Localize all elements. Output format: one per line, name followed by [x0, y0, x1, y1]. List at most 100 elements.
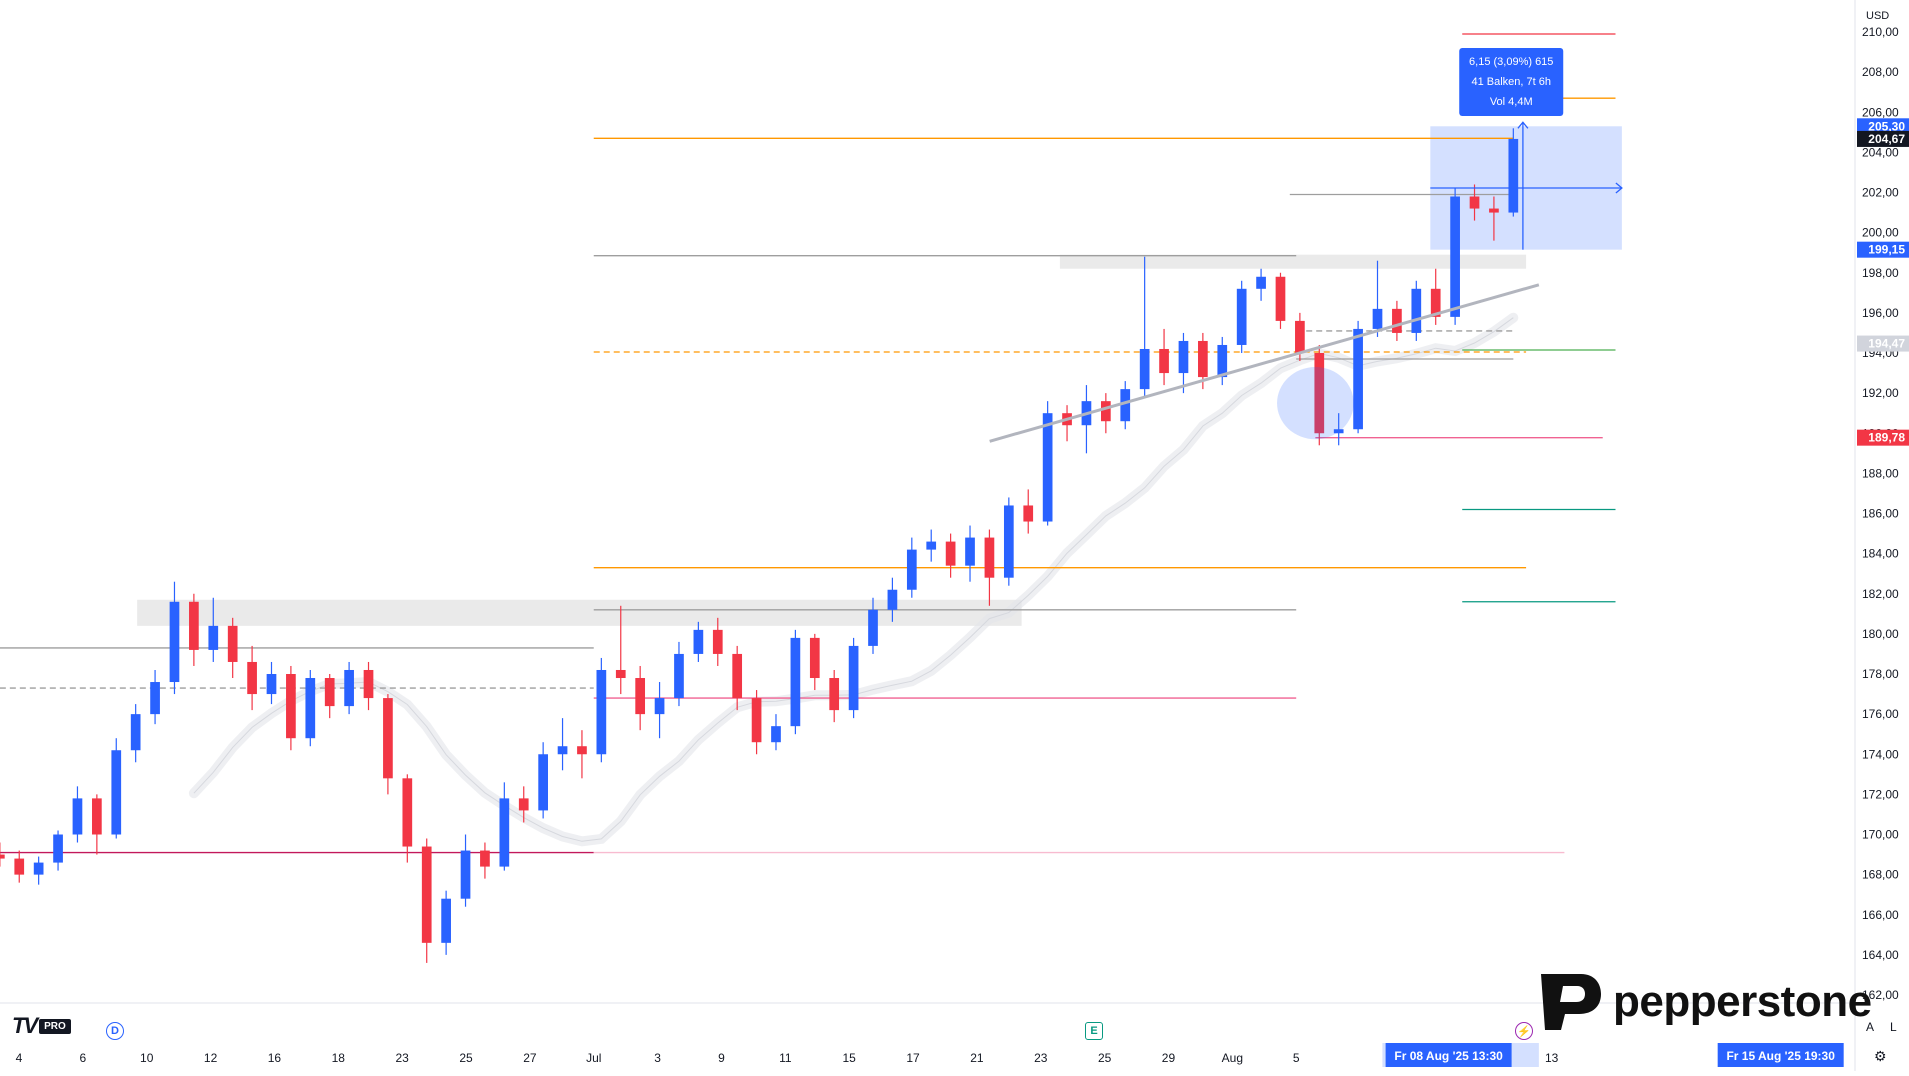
candle-body-75: [1450, 196, 1460, 317]
y-tick-label: 162,00: [1862, 988, 1899, 1002]
candle-body-72: [1392, 308, 1402, 333]
candle-73: [1411, 280, 1422, 341]
candle-body-17: [324, 678, 335, 707]
candle-body-29: [557, 746, 568, 755]
x-tick-label: 29: [1162, 1051, 1176, 1065]
candle-59: [1139, 256, 1150, 398]
candle-50: [965, 525, 975, 582]
candle-12: [227, 617, 238, 679]
candle-body-58: [1120, 389, 1131, 422]
candle-7: [130, 704, 141, 763]
supply-zone-1: [1059, 254, 1527, 269]
candle-body-25: [480, 850, 490, 867]
gear-icon[interactable]: ⚙: [1874, 1048, 1887, 1064]
tradingview-logo[interactable]: TV PRO: [12, 1013, 71, 1039]
candle-body-7: [130, 714, 141, 751]
candle-body-43: [829, 678, 840, 711]
candle-body-27: [518, 798, 529, 811]
candle-25: [480, 842, 490, 879]
candle-body-14: [266, 674, 277, 695]
x-tick-label: 25: [459, 1051, 473, 1065]
price-badge-text-0: 205,30: [1868, 119, 1905, 133]
currency-label[interactable]: USD: [1866, 10, 1890, 22]
candle-body-57: [1100, 401, 1111, 422]
candle-21: [402, 774, 413, 863]
candle-body-40: [771, 726, 781, 743]
candle-2: [33, 856, 44, 885]
candle-body-22: [421, 846, 432, 943]
candle-23: [441, 890, 451, 955]
candle-body-2: [33, 862, 44, 875]
y-tick-label: 204,00: [1862, 145, 1899, 159]
candle-15: [286, 665, 296, 751]
candle-body-70: [1353, 328, 1363, 430]
x-tick-label: 6: [80, 1051, 87, 1065]
time-badge-0: [1385, 1043, 1512, 1067]
price-badge-text-2: 199,15: [1868, 243, 1905, 257]
candle-body-1: [14, 858, 25, 875]
candle-body-0: [0, 854, 5, 859]
candle-14: [266, 661, 277, 705]
candle-body-59: [1139, 348, 1150, 390]
candle-body-24: [460, 850, 471, 899]
candle-61: [1178, 332, 1189, 394]
auto-scale-button[interactable]: A: [1866, 1020, 1875, 1034]
candle-8: [150, 669, 160, 725]
y-tick-label: 206,00: [1862, 105, 1899, 119]
candle-body-49: [945, 541, 956, 566]
candle-40: [771, 714, 781, 751]
time-badge-text-1: Fr 15 Aug '25 19:30: [1726, 1049, 1835, 1063]
candle-10: [189, 593, 199, 666]
earnings-event-icon[interactable]: E: [1085, 1022, 1103, 1040]
candle-29: [557, 718, 568, 771]
dividend-event-icon[interactable]: D: [106, 1022, 124, 1040]
candle-11: [208, 597, 219, 662]
highlight-circle: [1277, 367, 1354, 440]
candle-body-67: [1295, 320, 1305, 353]
y-tick-label: 184,00: [1862, 547, 1899, 561]
x-tick-label: 3: [654, 1051, 661, 1065]
candle-33: [635, 665, 646, 731]
candle-body-71: [1372, 308, 1383, 329]
candle-47: [906, 537, 917, 598]
candle-9: [169, 581, 180, 695]
candle-57: [1100, 393, 1111, 434]
candle-78: [1508, 128, 1519, 217]
x-tick-label: 18: [332, 1051, 346, 1065]
candle-48: [926, 529, 937, 562]
price-badge-text-3: 194,47: [1868, 337, 1905, 351]
candle-body-35: [674, 653, 684, 699]
news-flash-event-icon[interactable]: ⚡: [1515, 1022, 1533, 1040]
candle-77: [1489, 196, 1499, 241]
candle-body-36: [693, 629, 704, 654]
measure-info-line2: 41 Balken, 7t 6h: [1471, 76, 1551, 88]
candle-body-50: [965, 537, 975, 566]
candle-71: [1372, 260, 1383, 337]
brand-name: pepperstone: [1613, 977, 1872, 1026]
candle-1: [14, 850, 25, 883]
candle-52: [1003, 497, 1014, 586]
candle-body-26: [499, 798, 510, 867]
candle-body-5: [92, 798, 102, 835]
candle-16: [305, 669, 316, 747]
candle-body-20: [383, 698, 393, 779]
y-tick-label: 172,00: [1862, 787, 1899, 801]
log-scale-button[interactable]: L: [1890, 1020, 1897, 1034]
candle-body-28: [538, 754, 548, 811]
price-badge-1: [1857, 130, 1909, 147]
price-badge-4: [1857, 429, 1909, 446]
x-tick-label: 17: [906, 1051, 920, 1065]
candle-body-45: [868, 609, 878, 646]
candle-19: [363, 661, 374, 711]
candle-body-73: [1411, 288, 1422, 333]
y-tick-label: 208,00: [1862, 65, 1899, 79]
y-tick-label: 188,00: [1862, 466, 1899, 480]
pepperstone-logo: pepperstone: [1535, 970, 1872, 1034]
candle-58: [1120, 381, 1131, 430]
x-tick-label: 21: [970, 1051, 984, 1065]
price-badge-text-4: 189,78: [1868, 431, 1905, 445]
candle-body-62: [1198, 340, 1208, 378]
candle-body-39: [751, 698, 762, 743]
